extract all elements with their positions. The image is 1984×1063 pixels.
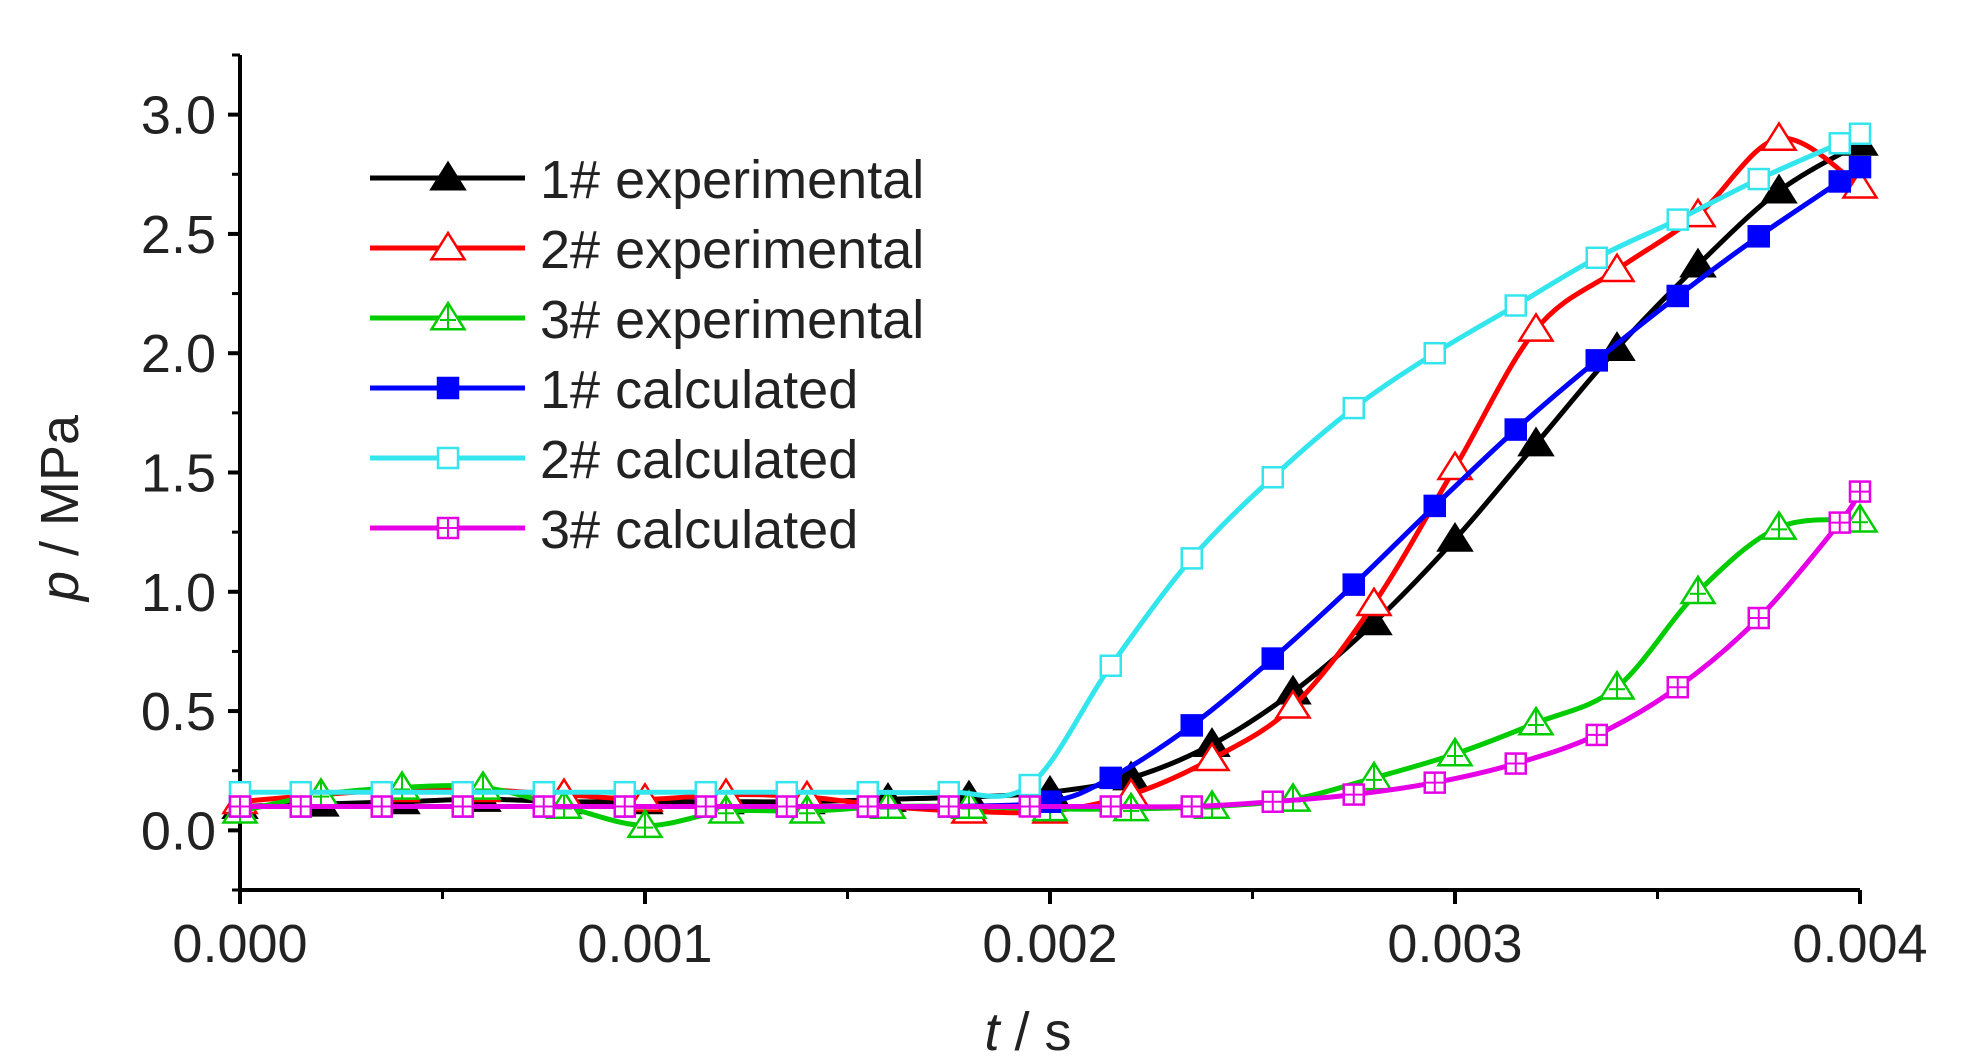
legend-marker [436, 376, 460, 400]
legend-label: 2# experimental [540, 220, 924, 280]
data-point [1355, 586, 1393, 617]
x-tick-label: 0.003 [1387, 914, 1522, 974]
data-point [1517, 426, 1555, 457]
series-3-experimental [221, 502, 1879, 839]
data-point [1585, 349, 1608, 372]
data-point [1261, 647, 1284, 670]
series-1-experimental [221, 125, 1879, 819]
x-tick-label: 0.002 [982, 914, 1117, 974]
y-tick-label: 2.5 [141, 205, 216, 265]
data-point [1436, 450, 1474, 481]
y-tick-label: 2.0 [141, 324, 216, 384]
legend: 1# experimental 2# experimental 3# experim… [370, 150, 924, 560]
data-point [1598, 252, 1636, 283]
data-point [1423, 341, 1446, 365]
legend-marker [436, 446, 460, 470]
y-axis-symbol: p [30, 571, 90, 603]
data-point [1180, 714, 1203, 737]
data-point [1828, 132, 1851, 155]
series-line [239, 141, 1862, 809]
data-point [1018, 773, 1041, 797]
data-point [1585, 246, 1608, 270]
legend-marker [429, 230, 467, 261]
legend-item: 1# calculated [370, 360, 858, 420]
series-2-calculated [228, 122, 1872, 804]
legend-label: 3# experimental [540, 290, 924, 350]
data-point [1193, 741, 1231, 772]
legend-item: 1# experimental [370, 150, 924, 210]
x-axis-symbol: t [984, 1002, 1001, 1062]
y-tick-label: 1.0 [141, 563, 216, 623]
data-point [1099, 654, 1122, 677]
legend-item: 2# calculated [370, 430, 858, 490]
x-axis-title: t / s [984, 1002, 1071, 1062]
legend-item: 2# experimental [370, 220, 924, 280]
y-tick-label: 0.5 [141, 682, 216, 742]
series-3-calculated [228, 480, 1872, 818]
axes: 0.0 0.5 1.0 1.5 2.0 2.5 3.0 0.000 0.001 0.002 0.00… [141, 53, 1928, 974]
data-point [1666, 208, 1689, 231]
legend-label: 1# experimental [540, 150, 924, 210]
series-line [239, 135, 1862, 816]
data-point [1841, 168, 1879, 199]
y-tick-label: 3.0 [141, 86, 216, 146]
x-tick-label: 0.004 [1792, 914, 1927, 974]
legend-label: 2# calculated [540, 430, 858, 490]
x-axis-unit: / s [1000, 1002, 1072, 1062]
data-point [1342, 396, 1365, 420]
data-point [1666, 284, 1689, 308]
data-point [1828, 170, 1851, 193]
data-point [1747, 167, 1770, 191]
data-point [1760, 173, 1798, 204]
data-point [1760, 121, 1798, 151]
series-1-calculated [228, 155, 1872, 818]
legend-label: 1# calculated [540, 360, 858, 420]
data-point [1504, 418, 1527, 441]
data-point [1747, 225, 1770, 248]
legend-item: 3# calculated [370, 500, 858, 560]
x-tick-label: 0.001 [577, 914, 712, 974]
y-tick-label: 0.0 [141, 801, 216, 861]
legend-marker [429, 160, 467, 191]
y-axis-unit: / MPa [30, 414, 90, 571]
data-point [1504, 294, 1527, 317]
data-point [1342, 573, 1365, 596]
data-point [1848, 155, 1872, 179]
data-point [1517, 312, 1555, 342]
series-layer [221, 121, 1879, 839]
data-point [1180, 547, 1203, 570]
data-point [1679, 247, 1717, 278]
legend-item: 3# experimental [370, 290, 924, 350]
legend-label: 3# calculated [540, 500, 858, 560]
data-point [1423, 494, 1446, 518]
x-tick-label: 0.000 [172, 914, 307, 974]
data-point [1099, 766, 1122, 790]
data-point [1261, 466, 1284, 489]
y-tick-label: 1.5 [141, 444, 216, 504]
data-point [1355, 605, 1393, 636]
y-axis-title: p / MPa [30, 414, 90, 603]
data-point [1274, 688, 1312, 719]
data-point [1436, 521, 1474, 552]
data-point [1848, 122, 1872, 145]
